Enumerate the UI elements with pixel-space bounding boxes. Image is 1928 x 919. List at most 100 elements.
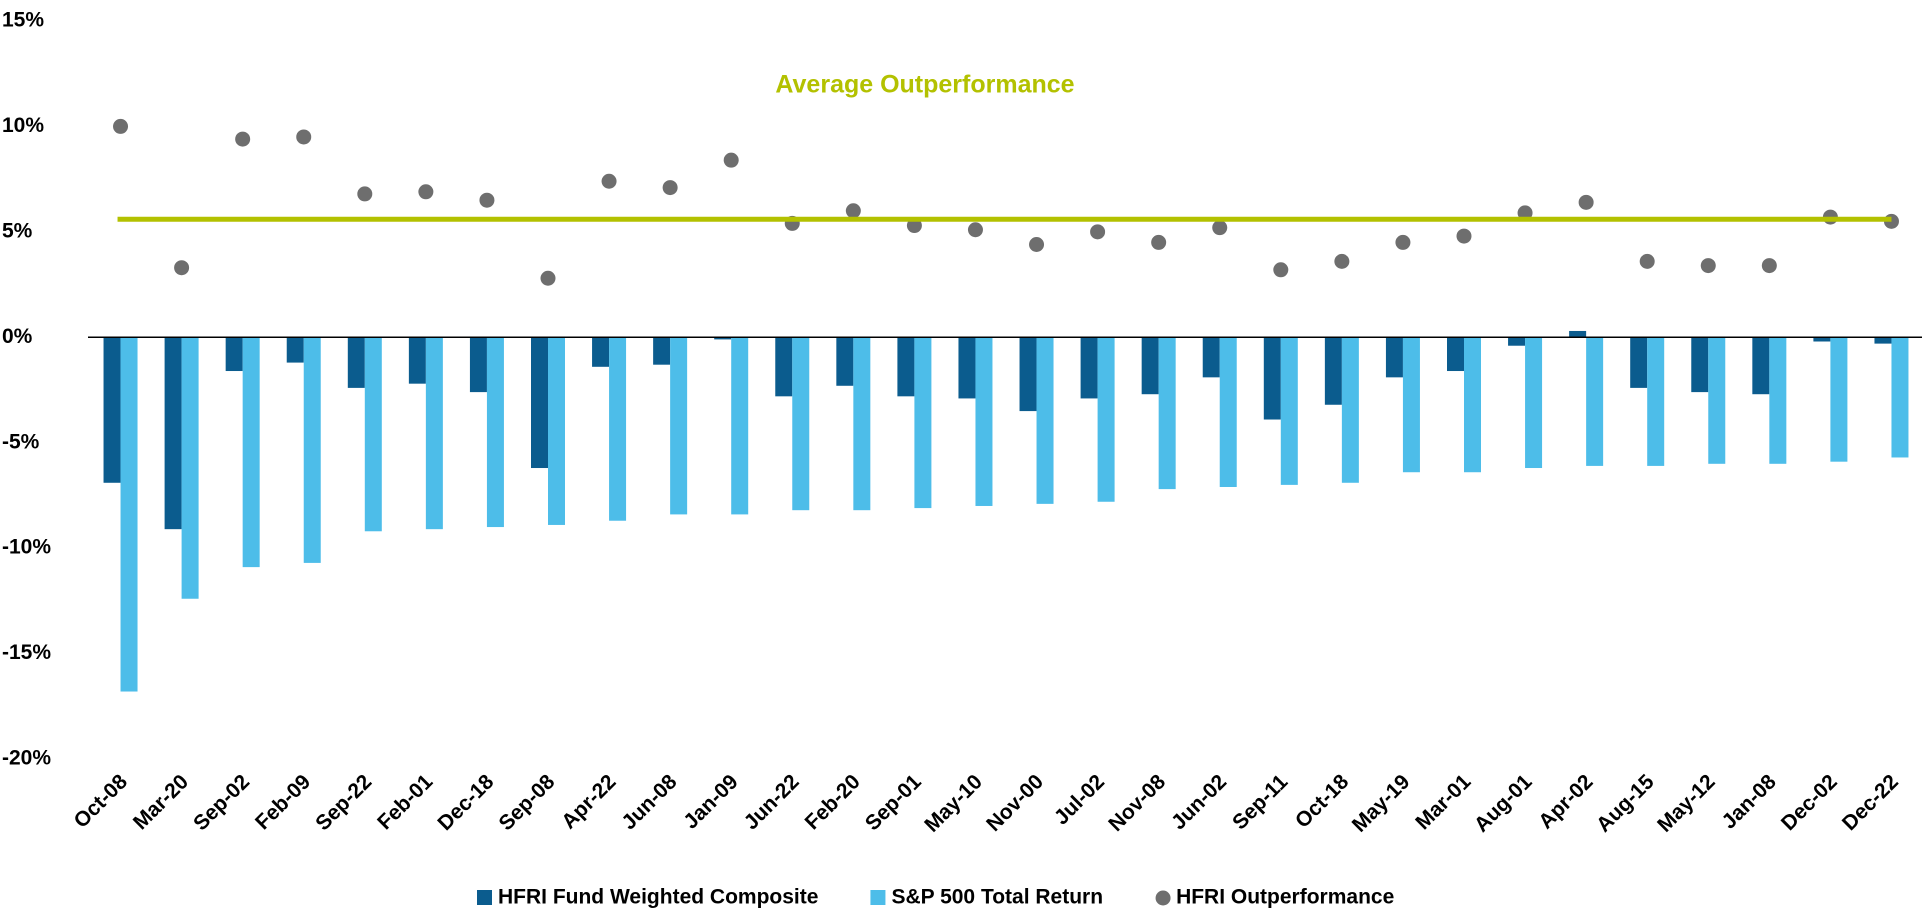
legend-swatch [1155, 890, 1171, 906]
bar [958, 337, 976, 399]
bar [1219, 337, 1237, 487]
bar [286, 337, 304, 363]
y-tick-label: 10% [2, 114, 44, 137]
x-tick-label: Jun-22 [740, 770, 804, 834]
dot [967, 222, 983, 238]
x-tick-label: Sep-08 [494, 770, 559, 835]
x-tick-label: Sep-11 [1228, 770, 1292, 834]
bar [836, 337, 854, 386]
bar [592, 337, 610, 367]
dot [1639, 253, 1655, 269]
dot [1517, 205, 1533, 221]
bar [225, 337, 243, 372]
legend-swatch [477, 890, 492, 905]
bar [1569, 330, 1587, 338]
bar [408, 337, 426, 384]
bar [1691, 337, 1709, 393]
bar [1769, 337, 1787, 464]
x-tick-label: Aug-01 [1470, 770, 1537, 837]
dot [1212, 220, 1228, 236]
dot [1456, 228, 1472, 244]
bar [1874, 337, 1892, 344]
bar [1324, 337, 1342, 405]
dot [1578, 194, 1594, 210]
bar [1830, 337, 1848, 462]
bar [1385, 337, 1403, 378]
annotation: Average Outperformance [775, 71, 1074, 99]
dot [662, 180, 678, 196]
dot [296, 129, 312, 145]
y-tick-label: 15% [2, 9, 44, 32]
bar [792, 337, 810, 511]
bar [1097, 337, 1115, 502]
bar [1263, 337, 1281, 420]
y-tick-label: -5% [2, 430, 40, 453]
x-tick-label: May-10 [920, 770, 987, 837]
bar [1019, 337, 1037, 412]
bar [1813, 337, 1831, 342]
bar [364, 337, 382, 532]
bar [1752, 337, 1770, 395]
bar [1891, 337, 1909, 458]
x-tick-label: May-12 [1653, 770, 1720, 837]
bar [670, 337, 688, 515]
bar [1080, 337, 1098, 399]
x-tick-label: Sep-01 [861, 770, 926, 835]
x-tick-label: Jan-08 [1717, 770, 1781, 834]
bar [1158, 337, 1176, 490]
y-tick-label: -10% [2, 536, 51, 559]
dot [357, 186, 373, 202]
bar [486, 337, 504, 528]
x-tick-label: Oct-18 [1291, 770, 1354, 833]
x-tick-label: Jun-08 [617, 770, 681, 834]
x-tick-label: Oct-08 [70, 770, 133, 833]
bar [1708, 337, 1726, 464]
x-tick-label: Sep-02 [189, 770, 254, 835]
bar [1464, 337, 1481, 473]
x-tick-label: Mar-20 [129, 770, 193, 834]
bar [425, 337, 443, 530]
bar [181, 337, 199, 599]
dot [235, 131, 251, 147]
x-tick-label: Dec-22 [1838, 770, 1903, 835]
bar [897, 337, 915, 397]
y-tick-label: -20% [2, 747, 51, 770]
bar [775, 337, 793, 397]
x-tick-label: Feb-01 [373, 770, 437, 834]
bar [1280, 337, 1298, 485]
x-tick-label: Feb-20 [801, 770, 865, 834]
bar [1202, 337, 1220, 378]
bar [653, 337, 671, 365]
bar [120, 337, 138, 692]
bar [1630, 337, 1648, 388]
bar [1647, 337, 1665, 466]
x-tick-label: Aug-15 [1592, 770, 1659, 837]
bar [853, 337, 871, 511]
bar [975, 337, 993, 506]
legend-swatch [870, 890, 886, 905]
y-tick-label: 5% [2, 219, 33, 242]
x-tick-label: Mar-01 [1411, 770, 1475, 834]
legend-label: HFRI Fund Weighted Composite [498, 886, 818, 909]
x-tick-label: Nov-08 [1104, 770, 1170, 836]
dot [723, 152, 739, 168]
dot [1700, 258, 1716, 274]
bar [609, 337, 627, 521]
bar [242, 337, 260, 568]
x-tick-label: Nov-00 [982, 770, 1048, 836]
x-tick-label: Jun-02 [1167, 770, 1231, 834]
dot [845, 203, 861, 219]
x-tick-label: Apr-02 [1534, 770, 1597, 833]
dot [113, 118, 129, 134]
bar [103, 337, 121, 483]
dot [1273, 262, 1289, 278]
x-tick-label: Feb-09 [251, 770, 315, 834]
x-tick-label: Dec-02 [1777, 770, 1842, 835]
y-tick-label: 0% [2, 325, 33, 348]
x-tick-label: Jul-02 [1050, 770, 1109, 829]
dot [540, 270, 556, 286]
bar [731, 337, 749, 515]
dot [601, 173, 617, 189]
x-tick-label: Apr-22 [557, 770, 620, 833]
bar [714, 337, 732, 340]
